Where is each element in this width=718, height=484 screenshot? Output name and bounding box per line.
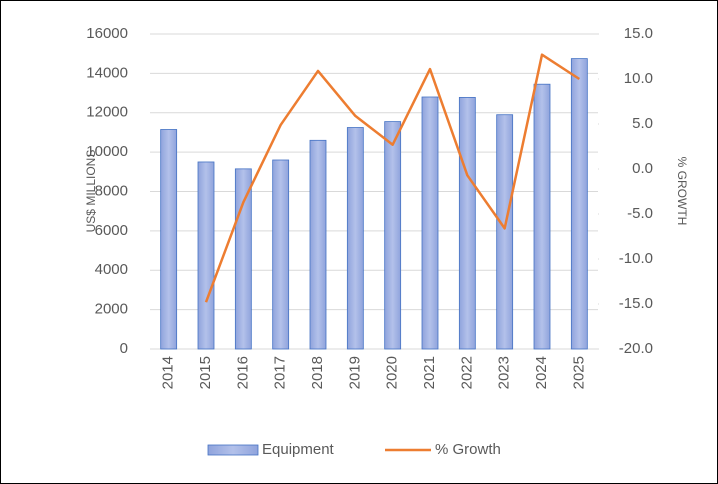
x-tick-label: 2016: [234, 356, 251, 389]
bar: [533, 83, 551, 350]
y-tick-label: 10000: [86, 143, 128, 160]
legend-swatch: [207, 444, 259, 456]
bar: [272, 159, 290, 350]
y-tick-label: 8000: [95, 182, 128, 199]
x-tick-label: 2017: [272, 356, 289, 389]
line: [204, 53, 581, 303]
x-tick-label: 2021: [421, 356, 438, 389]
bar: [309, 139, 327, 350]
y2-tick-label: 0.0: [632, 160, 653, 177]
x-tick-label: 2023: [496, 356, 513, 389]
x-tick-label: 2025: [570, 356, 587, 389]
bar: [496, 114, 514, 350]
x-tick-label: 2020: [384, 356, 401, 389]
y2-tick-label: 15.0: [624, 25, 653, 42]
y-tick-label: 16000: [86, 25, 128, 42]
x-tick-label: 2019: [346, 356, 363, 389]
x-tick-label: 2022: [458, 356, 475, 389]
y2-axis-title: % GROWTH: [675, 157, 689, 226]
bar: [384, 121, 402, 350]
x-tick-label: 2018: [309, 356, 326, 389]
bar: [160, 129, 178, 350]
legend-label: % Growth: [435, 441, 501, 458]
y-tick-label: 12000: [86, 104, 128, 121]
bar: [346, 127, 364, 350]
y-axis-title: US$ MILLIONS: [84, 150, 98, 233]
y-tick-label: 14000: [86, 64, 128, 81]
bar: [234, 168, 252, 350]
bar: [421, 96, 439, 350]
legend-label: Equipment: [262, 441, 335, 458]
y-tick-label: 2000: [95, 301, 128, 318]
y-tick-label: 0: [120, 340, 128, 357]
y2-tick-label: -20.0: [619, 340, 653, 357]
bar: [197, 161, 215, 350]
y2-tick-label: -15.0: [619, 295, 653, 312]
x-tick-label: 2014: [160, 356, 177, 389]
x-tick-label: 2015: [197, 356, 214, 389]
y-tick-label: 6000: [95, 222, 128, 239]
y2-tick-label: -5.0: [627, 205, 653, 222]
y2-tick-label: 5.0: [632, 115, 653, 132]
bar: [570, 58, 588, 350]
y2-tick-label: 10.0: [624, 70, 653, 87]
bar: [458, 96, 476, 350]
y2-tick-label: -10.0: [619, 250, 653, 267]
y-tick-label: 4000: [95, 261, 128, 278]
x-tick-label: 2024: [533, 356, 550, 389]
